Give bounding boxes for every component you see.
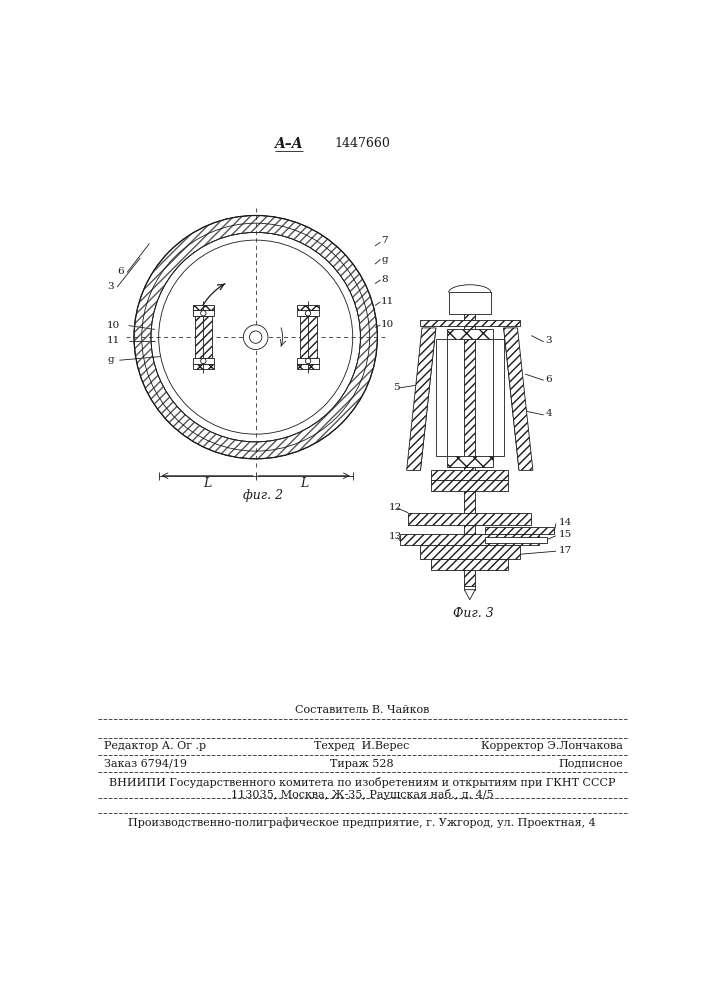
Bar xyxy=(192,364,214,369)
Bar xyxy=(420,320,520,326)
Text: 11: 11 xyxy=(107,336,120,345)
Circle shape xyxy=(305,311,311,316)
Text: 4: 4 xyxy=(545,409,552,418)
Bar xyxy=(436,339,447,456)
Text: L: L xyxy=(300,477,308,490)
Circle shape xyxy=(158,240,353,434)
Text: 6: 6 xyxy=(545,375,552,384)
Text: 10: 10 xyxy=(381,320,395,329)
Text: Подписное: Подписное xyxy=(559,759,623,769)
Text: 14: 14 xyxy=(559,518,571,527)
Text: 1447660: 1447660 xyxy=(334,137,390,150)
Bar xyxy=(431,470,508,480)
Bar xyxy=(431,559,508,570)
Bar xyxy=(447,329,493,339)
Circle shape xyxy=(305,358,311,364)
Text: 12: 12 xyxy=(389,503,402,512)
Text: 113035, Москва, Ж-35, Раушская наб., д. 4/5: 113035, Москва, Ж-35, Раушская наб., д. … xyxy=(230,789,493,800)
Bar xyxy=(447,456,493,466)
Text: g: g xyxy=(107,355,114,364)
Text: 17: 17 xyxy=(559,546,571,555)
Text: 13: 13 xyxy=(389,532,402,541)
Circle shape xyxy=(201,358,206,364)
Text: Фиг. 3: Фиг. 3 xyxy=(453,607,494,620)
Text: фиг. 2: фиг. 2 xyxy=(243,489,284,502)
Text: Заказ 6794/19: Заказ 6794/19 xyxy=(104,759,187,769)
Text: ВНИИПИ Государственного комитета по изобретениям и открытиям при ГКНТ СССР: ВНИИПИ Государственного комитета по изоб… xyxy=(109,777,615,788)
Text: 11: 11 xyxy=(381,297,395,306)
Bar xyxy=(297,305,319,310)
Bar xyxy=(192,358,214,364)
Bar xyxy=(192,305,214,310)
Bar xyxy=(464,586,475,590)
Text: Корректор Э.Лончакова: Корректор Э.Лончакова xyxy=(481,741,623,751)
Bar xyxy=(493,339,503,456)
Text: 7: 7 xyxy=(381,236,388,245)
Polygon shape xyxy=(464,590,475,600)
Text: Техред  И.Верес: Техред И.Верес xyxy=(315,741,409,751)
Circle shape xyxy=(243,325,268,349)
Polygon shape xyxy=(503,328,533,470)
Text: Редактор А. Ог .р: Редактор А. Ог .р xyxy=(104,741,206,751)
Bar xyxy=(300,316,317,358)
Circle shape xyxy=(201,311,206,316)
Text: 8: 8 xyxy=(381,275,388,284)
Bar xyxy=(485,527,554,534)
Bar xyxy=(449,292,491,314)
Text: L: L xyxy=(203,477,211,490)
Bar xyxy=(192,310,214,316)
Bar xyxy=(431,480,508,491)
Bar xyxy=(297,358,319,364)
Text: Составитель В. Чайков: Составитель В. Чайков xyxy=(295,705,429,715)
Bar xyxy=(195,316,212,358)
Text: 10: 10 xyxy=(107,321,120,330)
Text: 15: 15 xyxy=(559,530,571,539)
Bar xyxy=(297,310,319,316)
Text: 5: 5 xyxy=(393,382,399,391)
Bar xyxy=(297,364,319,369)
Text: 6: 6 xyxy=(117,267,124,276)
Bar xyxy=(400,534,539,545)
Text: Производственно-полиграфическое предприятие, г. Ужгород, ул. Проектная, 4: Производственно-полиграфическое предприя… xyxy=(128,817,596,828)
Text: 3: 3 xyxy=(545,336,552,345)
Bar xyxy=(408,513,532,525)
Text: g: g xyxy=(381,255,388,264)
Bar xyxy=(420,545,520,559)
Text: Тираж 528: Тираж 528 xyxy=(330,759,394,769)
Circle shape xyxy=(250,331,262,343)
Bar xyxy=(464,305,475,586)
Wedge shape xyxy=(134,215,378,459)
Text: A–A: A–A xyxy=(274,137,303,151)
Text: 3: 3 xyxy=(107,282,114,291)
Polygon shape xyxy=(407,328,436,470)
Bar xyxy=(485,537,547,543)
